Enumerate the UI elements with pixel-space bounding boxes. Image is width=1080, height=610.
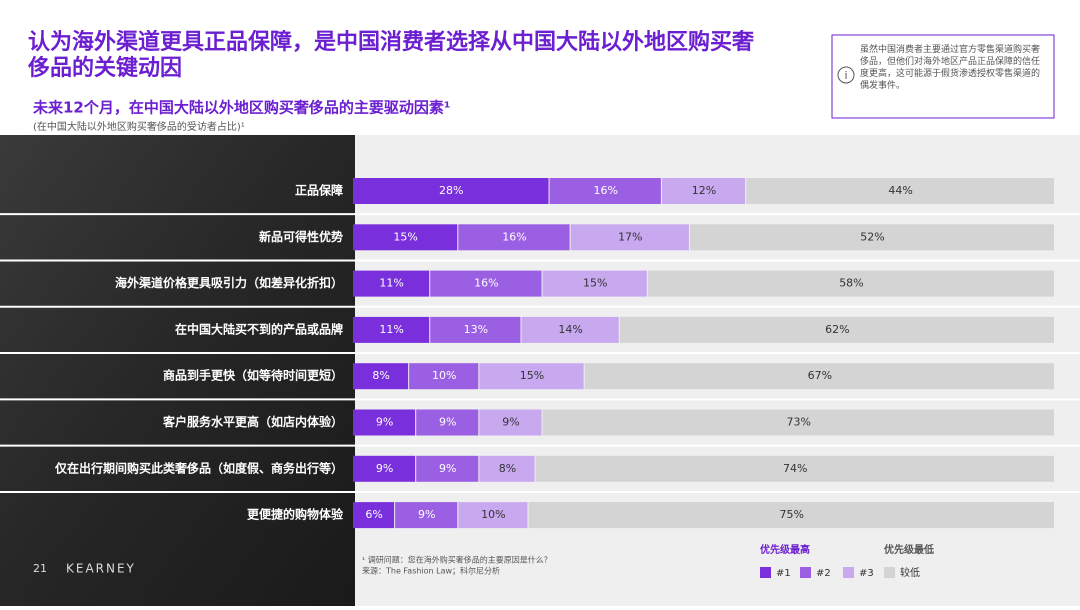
- value-label: 62%: [825, 323, 849, 336]
- info-text-box: 虽然中国消费者主要通过官方零售渠道购买奢侈品，但他们对海外地区产品正品保障的信任…: [860, 45, 1041, 91]
- bar-segment: [353, 224, 458, 251]
- value-label: 9%: [418, 508, 435, 521]
- bar-segment: [353, 455, 416, 482]
- value-label: 6%: [365, 508, 382, 521]
- chart-subtitle: (在中国大陆以外地区购买奢侈品的受访者占比)¹: [33, 120, 245, 133]
- category-label: 正品保障: [295, 183, 343, 198]
- info-text: 虽然中国消费者主要通过官方零售渠道购买奢侈品，但他们对海外地区产品正品保障的信任…: [860, 45, 1041, 91]
- bar-segment: [689, 224, 1054, 251]
- value-label: 75%: [780, 508, 804, 521]
- legend-label: 较低: [900, 566, 920, 579]
- value-label: 8%: [372, 369, 389, 382]
- value-label: 15%: [520, 369, 544, 382]
- bar-segment: [395, 502, 458, 529]
- title-box: 认为海外渠道更具正品保障，是中国消费者选择从中国大陆以外地区购买奢侈品的关键动因: [28, 30, 755, 81]
- value-label: 10%: [481, 508, 505, 521]
- value-label: 16%: [502, 230, 526, 243]
- legend-swatch: [800, 567, 811, 578]
- chart: 正品保障 28% 16% 12% 44% 新品可得性优势 15% 16% 17% 52% 海外渠道价…: [0, 178, 1080, 579]
- bar-segment: [549, 178, 661, 204]
- bar-segment: [528, 502, 1054, 529]
- value-label: 8%: [499, 462, 516, 475]
- value-label: 74%: [783, 462, 807, 475]
- value-label: 11%: [379, 323, 403, 336]
- value-label: 9%: [376, 416, 393, 429]
- value-label: 9%: [439, 416, 456, 429]
- brand: KEARNEY: [66, 562, 136, 576]
- category-label: 在中国大陆买不到的产品或品牌: [175, 321, 343, 336]
- legend-high: 优先级最高: [760, 543, 810, 556]
- value-label: 17%: [618, 230, 642, 243]
- value-label: 9%: [502, 416, 519, 429]
- value-label: 52%: [860, 230, 884, 243]
- value-label: 15%: [583, 277, 607, 290]
- value-label: 58%: [839, 277, 863, 290]
- value-label: 44%: [888, 184, 912, 197]
- page-number: 21: [33, 562, 47, 575]
- value-label: 12%: [692, 184, 716, 197]
- category-label: 商品到手更快（如等待时间更短）: [163, 368, 343, 383]
- bar-segment: [570, 224, 689, 251]
- value-label: 13%: [464, 323, 488, 336]
- info-icon-glyph: i: [844, 69, 847, 82]
- bar-segment: [458, 502, 528, 529]
- category-label: 海外渠道价格更具吸引力（如差异化折扣）: [115, 275, 343, 290]
- category-label: 新品可得性优势: [259, 229, 343, 244]
- info-box: [831, 34, 1055, 119]
- bar-segment: [647, 270, 1054, 297]
- bar-segment: [353, 502, 395, 529]
- bar-segment: [479, 409, 542, 436]
- legend-label: #3: [859, 568, 874, 579]
- bar-segment: [353, 178, 549, 204]
- bar-segment: [409, 363, 479, 390]
- value-label: 9%: [376, 462, 393, 475]
- legend-swatch: [843, 567, 854, 578]
- bar-segment: [458, 224, 570, 251]
- legend-low: 优先级最低: [884, 543, 934, 556]
- category-label: 更便捷的购物体验: [247, 507, 344, 522]
- bar-segment: [479, 363, 584, 390]
- bar-segment: [479, 455, 535, 482]
- bar-segment: [353, 409, 416, 436]
- bar-segment: [353, 316, 430, 343]
- bar-segment: [521, 316, 619, 343]
- footnote: 来源：The Fashion Law；科尔尼分析: [362, 566, 500, 576]
- bar-segment: [542, 409, 1054, 436]
- slide-title: 认为海外渠道更具正品保障，是中国消费者选择从中国大陆以外地区购买奢侈品的关键动因: [28, 30, 755, 81]
- value-label: 67%: [808, 369, 832, 382]
- bar-segment: [353, 363, 409, 390]
- bar-segment: [416, 409, 479, 436]
- footnote: ¹ 调研问题：您在海外购买奢侈品的主要原因是什么？: [362, 555, 552, 565]
- value-label: 15%: [393, 230, 417, 243]
- category-label: 客户服务水平更高（如店内体验）: [162, 414, 343, 429]
- bar-segment: [353, 270, 430, 297]
- bar-segment: [584, 363, 1054, 390]
- bar-segment: [430, 270, 542, 297]
- legend-swatch: [760, 567, 771, 578]
- value-label: 16%: [593, 184, 617, 197]
- info-icon: [837, 66, 855, 84]
- value-label: 10%: [432, 369, 456, 382]
- bar-segment: [542, 270, 647, 297]
- value-label: 9%: [439, 462, 456, 475]
- value-label: 28%: [439, 184, 463, 197]
- bar-segment: [430, 316, 521, 343]
- bar-segment: [535, 455, 1054, 482]
- value-label: 73%: [787, 416, 811, 429]
- legend-swatch: [884, 567, 895, 578]
- bar-segment: [746, 178, 1054, 204]
- bar-segment: [416, 455, 479, 482]
- value-label: 16%: [474, 277, 498, 290]
- value-label: 14%: [558, 323, 582, 336]
- value-label: 11%: [379, 277, 403, 290]
- legend-label: #1: [776, 568, 791, 579]
- chart-title: 未来12个月，在中国大陆以外地区购买奢侈品的主要驱动因素¹: [32, 99, 450, 117]
- legend-label: #2: [816, 568, 831, 579]
- category-label: 仅在出行期间购买此类奢侈品（如度假、商务出行等）: [54, 460, 343, 475]
- bar-segment: [619, 316, 1054, 343]
- bar-segment: [661, 178, 746, 204]
